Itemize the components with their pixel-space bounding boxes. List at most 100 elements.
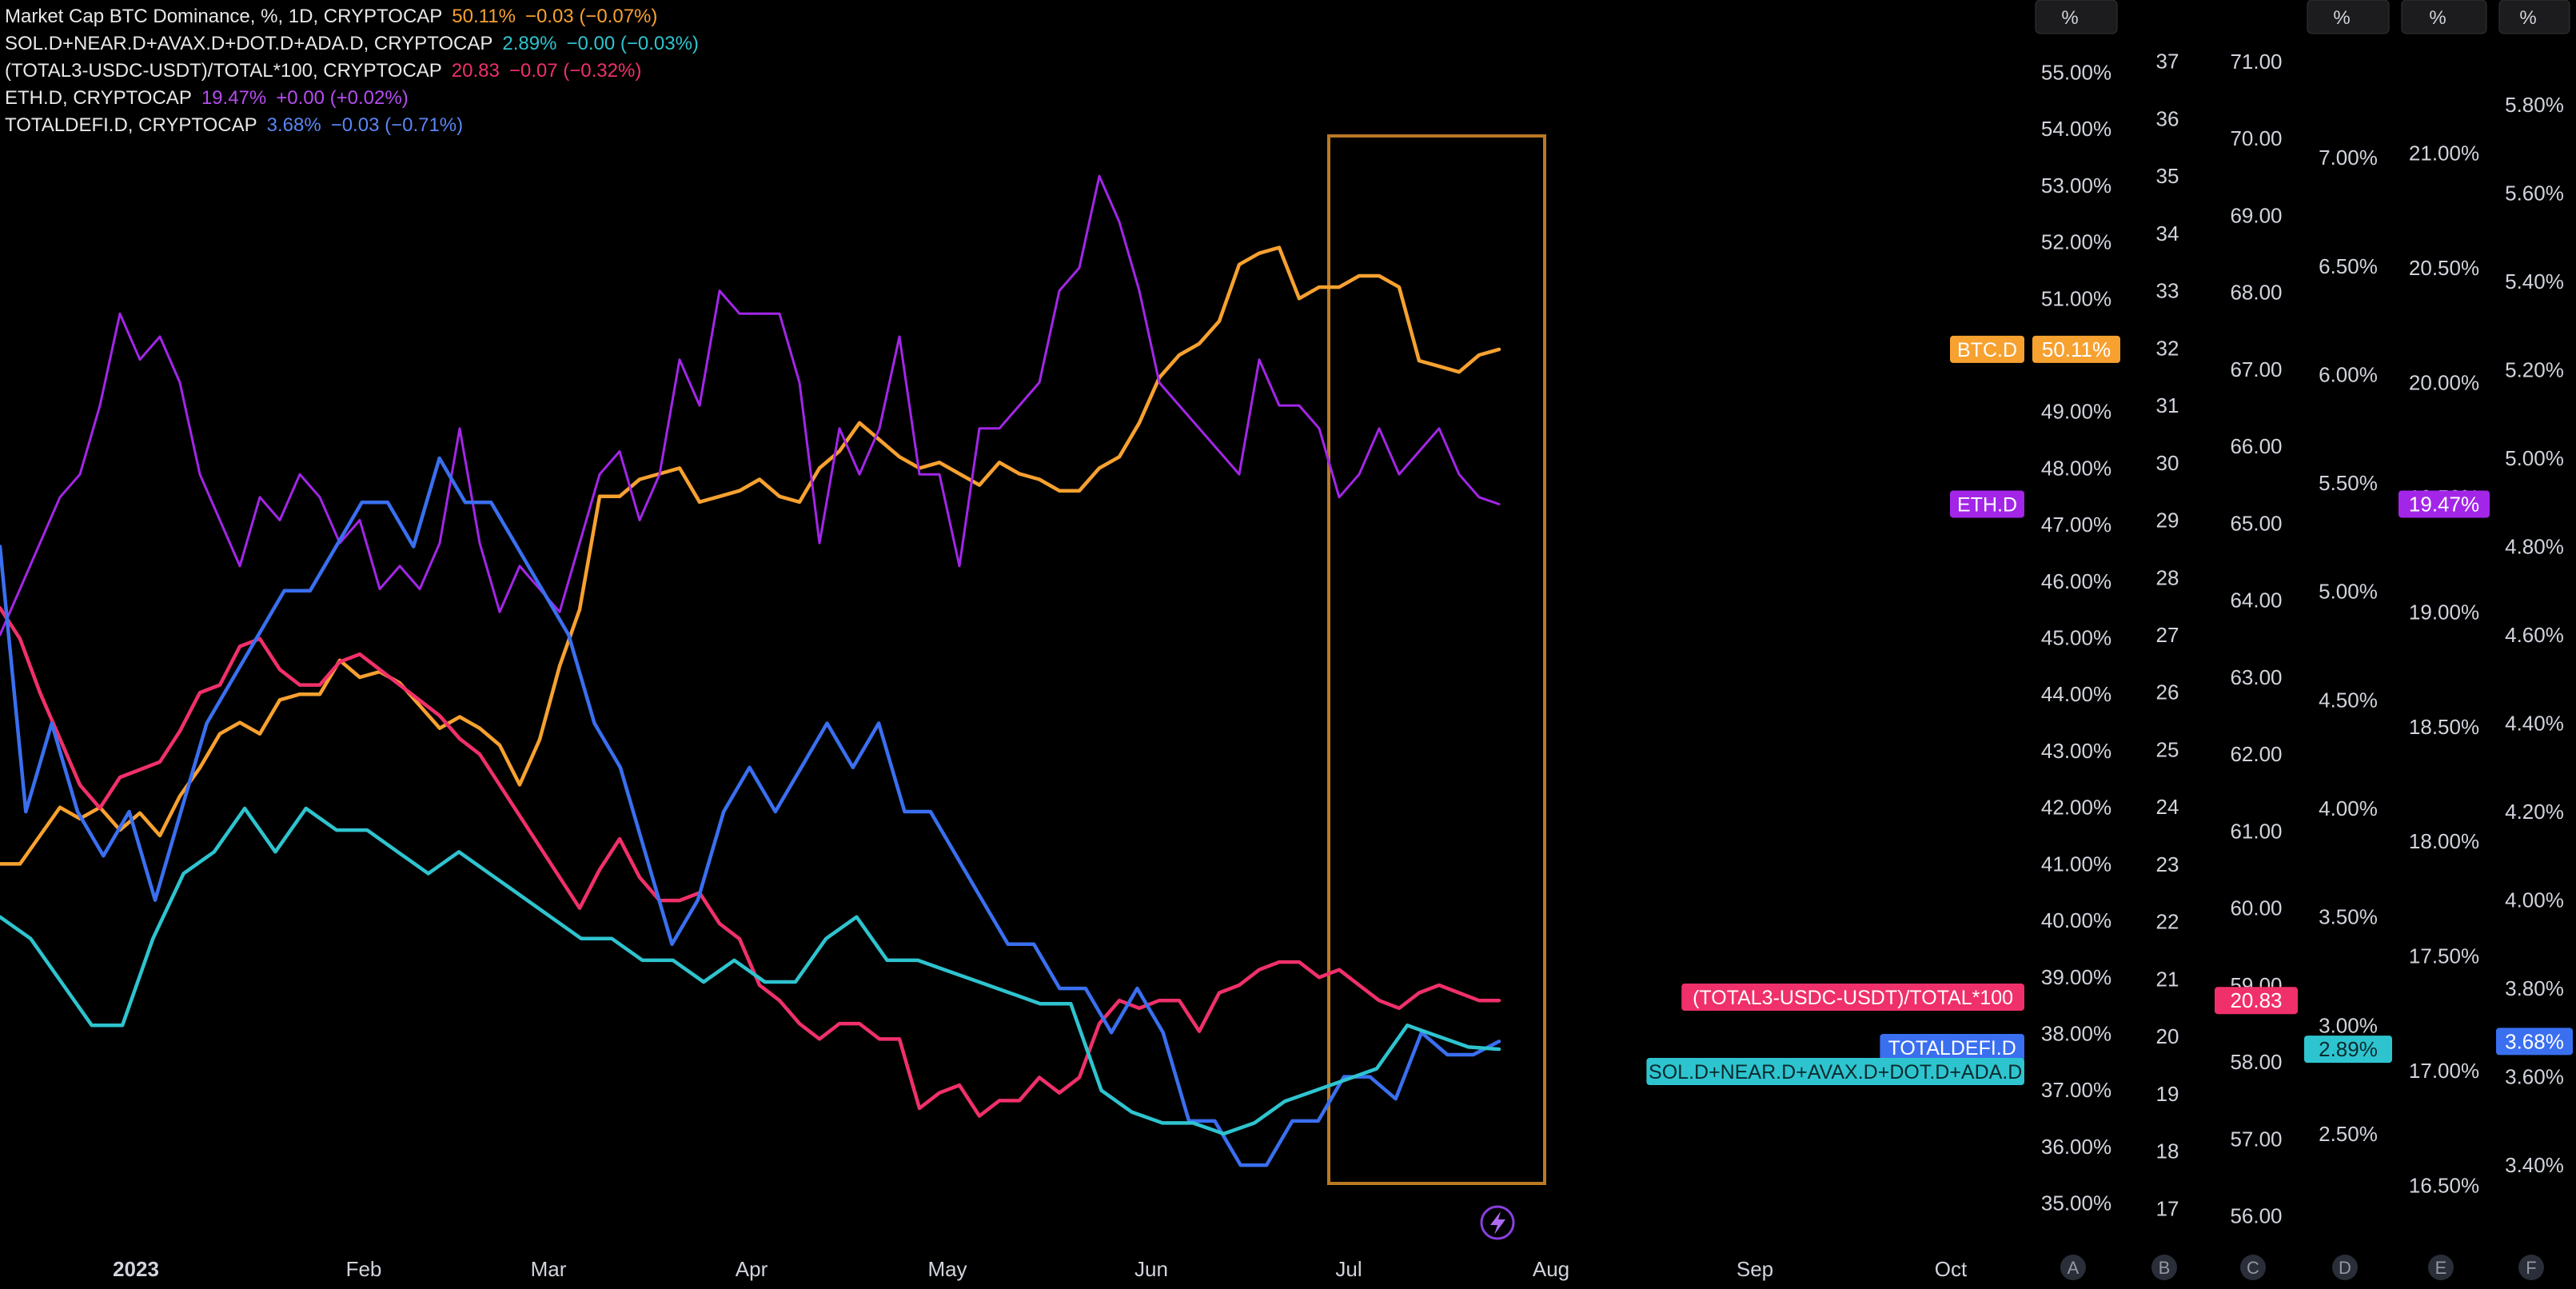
scale-tick-C-3: 68.00 <box>2230 281 2282 305</box>
scale-tick-C-2: 69.00 <box>2230 203 2282 227</box>
scale-tick-E-4: 19.00% <box>2409 600 2479 624</box>
scale-tick-A-2: 53.00% <box>2041 174 2111 198</box>
scale-tick-A-3: 52.00% <box>2041 230 2111 254</box>
scale-tick-C-11: 60.00 <box>2230 896 2282 920</box>
time-axis: 2023 Feb Mar Apr May Jun Jul Aug Sep Oct <box>113 1257 1968 1281</box>
series-name-tag-bg-2 <box>1681 984 2024 1011</box>
scale-tick-D-0: 7.00% <box>2319 146 2378 170</box>
scale-tick-B-11: 26 <box>2156 680 2179 704</box>
scale-letter-badge-A[interactable] <box>2060 1255 2086 1280</box>
scale-tick-C-8: 63.00 <box>2230 665 2282 689</box>
chart-legend: Market Cap BTC Dominance, %, 1D, CRYPTOC… <box>5 3 699 139</box>
legend-row-eth[interactable]: ETH.D, CRYPTOCAP 19.47% +0.00 (+0.02%) <box>5 87 409 109</box>
scale-tick-D-1: 6.50% <box>2319 254 2378 278</box>
scale-tick-E-8: 17.00% <box>2409 1059 2479 1083</box>
scale-header-E[interactable] <box>2401 0 2487 34</box>
scale-tick-C-4: 67.00 <box>2230 357 2282 381</box>
scale-tick-B-10: 27 <box>2156 623 2179 647</box>
lightning-icon[interactable] <box>1480 1205 1515 1240</box>
scale-tick-C-5: 66.00 <box>2230 434 2282 458</box>
scale-tick-D-6: 4.00% <box>2319 796 2378 820</box>
series-group <box>0 174 1501 1167</box>
last-value-badge-1-bg <box>2399 490 2490 518</box>
price-scales: %55.00%54.00%53.00%52.00%51.00%50.00%49.… <box>2035 0 2570 1280</box>
scale-tick-D-3: 5.50% <box>2319 471 2378 495</box>
scale-tick-F-11: 3.60% <box>2505 1065 2564 1089</box>
scale-tick-A-14: 41.00% <box>2041 852 2111 876</box>
series-name-tag-1: ETH.D <box>1957 493 2017 516</box>
scale-tick-F-3: 5.20% <box>2505 357 2564 381</box>
scale-header-D[interactable] <box>2307 0 2390 34</box>
time-tick-0: 2023 <box>113 1257 159 1281</box>
scale-tick-C-7: 64.00 <box>2230 589 2282 613</box>
last-value-badge-0-bg <box>2032 335 2120 363</box>
scale-tick-D-8: 3.00% <box>2319 1013 2378 1037</box>
scale-unit-E: % <box>2429 7 2446 29</box>
last-value-badge-3-bg <box>2496 1028 2573 1056</box>
scale-tick-B-19: 18 <box>2156 1139 2179 1163</box>
legend-row-defi[interactable]: TOTALDEFI.D, CRYPTOCAP 3.68% −0.03 (−0.71%… <box>5 114 464 136</box>
legend-row-alts[interactable]: SOL.D+NEAR.D+AVAX.D+DOT.D+ADA.D, CRYPTOC… <box>5 33 699 54</box>
scale-tick-B-20: 17 <box>2156 1196 2179 1220</box>
last-value-badge-3: 3.68% <box>2505 1029 2564 1053</box>
series-line-3[interactable] <box>0 456 1501 1167</box>
scale-tick-C-13: 58.00 <box>2230 1050 2282 1074</box>
scale-unit-F: % <box>2519 7 2536 29</box>
scale-tick-E-5: 18.50% <box>2409 715 2479 739</box>
scale-header-A[interactable] <box>2035 0 2118 34</box>
scale-tick-F-9: 4.00% <box>2505 888 2564 912</box>
series-line-4[interactable] <box>0 806 1501 1136</box>
scale-tick-D-4: 5.00% <box>2319 580 2378 604</box>
scale-unit-D: % <box>2333 7 2350 29</box>
highlight-box <box>1327 134 1546 1185</box>
scale-tick-B-2: 35 <box>2156 164 2179 188</box>
last-value-badge-4-bg <box>2304 1036 2392 1064</box>
scale-tick-E-0: 21.00% <box>2409 141 2479 165</box>
scale-tick-F-12: 3.40% <box>2505 1153 2564 1177</box>
scale-tick-B-14: 23 <box>2156 852 2179 876</box>
scale-tick-A-0: 55.00% <box>2041 60 2111 84</box>
scale-letter-A: A <box>2068 1258 2080 1278</box>
scale-letter-B: B <box>2159 1258 2171 1278</box>
scale-tick-C-10: 61.00 <box>2230 819 2282 843</box>
scale-tick-A-17: 38.00% <box>2041 1022 2111 1046</box>
scale-tick-A-19: 36.00% <box>2041 1135 2111 1159</box>
scale-tick-E-7: 17.50% <box>2409 944 2479 968</box>
series-name-tag-bg-3 <box>1880 1034 2024 1061</box>
scale-tick-A-16: 39.00% <box>2041 965 2111 989</box>
scale-letter-badge-E[interactable] <box>2428 1255 2454 1280</box>
series-line-1[interactable] <box>0 174 1501 637</box>
scale-tick-F-4: 5.00% <box>2505 446 2564 470</box>
scale-tick-D-5: 4.50% <box>2319 688 2378 712</box>
series-name-tag-bg-0 <box>1950 335 2024 363</box>
scale-letter-badge-D[interactable] <box>2332 1255 2358 1280</box>
scale-tick-C-1: 70.00 <box>2230 126 2282 150</box>
scale-letter-badge-F[interactable] <box>2518 1255 2544 1280</box>
scale-tick-C-15: 56.00 <box>2230 1204 2282 1228</box>
time-tick-3: Apr <box>736 1257 768 1281</box>
series-line-0[interactable] <box>0 245 1501 866</box>
scale-tick-B-18: 19 <box>2156 1082 2179 1106</box>
time-tick-2: Mar <box>531 1257 567 1281</box>
scale-letter-C: C <box>2247 1258 2259 1278</box>
time-tick-4: May <box>927 1257 967 1281</box>
series-name-tag-bg-1 <box>1950 490 2024 518</box>
legend-row-total3[interactable]: (TOTAL3-USDC-USDT)/TOTAL*100, CRYPTOCAP 2… <box>5 60 642 82</box>
scale-letter-badge-C[interactable] <box>2240 1255 2266 1280</box>
last-value-badge-1: 19.47% <box>2409 492 2479 516</box>
scale-header-F[interactable] <box>2498 0 2570 34</box>
scale-tick-F-5: 4.80% <box>2505 534 2564 558</box>
last-value-badge-2-bg <box>2215 987 2298 1015</box>
scale-tick-B-7: 30 <box>2156 451 2179 475</box>
series-line-2[interactable] <box>0 606 1501 1118</box>
scale-tick-B-13: 24 <box>2156 795 2179 819</box>
scale-tick-E-2: 20.00% <box>2409 370 2479 394</box>
scale-tick-B-3: 34 <box>2156 221 2179 245</box>
legend-row-btc[interactable]: Market Cap BTC Dominance, %, 1D, CRYPTOC… <box>5 6 658 27</box>
scale-unit-A: % <box>2061 7 2078 29</box>
series-name-tag-4: SOL.D+NEAR.D+AVAX.D+DOT.D+ADA.D <box>1649 1061 2022 1083</box>
time-tick-1: Feb <box>346 1257 382 1281</box>
scale-tick-F-1: 5.60% <box>2505 181 2564 205</box>
scale-letter-badge-B[interactable] <box>2151 1255 2177 1280</box>
